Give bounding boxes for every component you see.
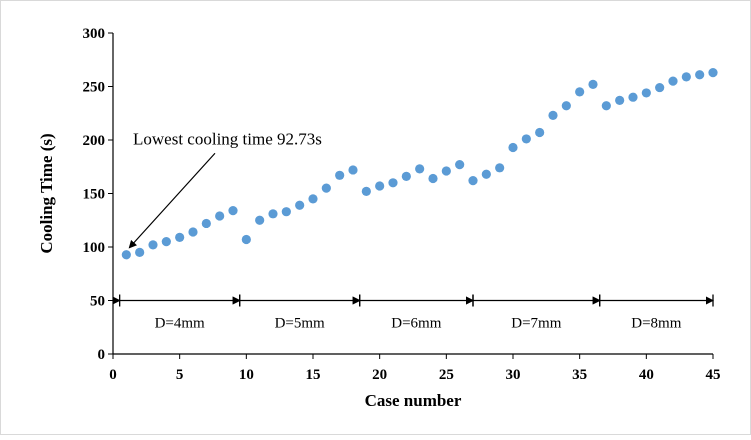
x-tick-label: 15 <box>306 367 321 383</box>
data-points <box>121 67 718 260</box>
data-point <box>375 181 385 191</box>
group-label: D=8mm <box>631 316 681 332</box>
group-brackets: D=4mm D=5mm D=6mm D=7mm D=8mm <box>112 294 714 332</box>
data-point <box>575 87 585 97</box>
data-point <box>268 209 278 219</box>
data-point <box>161 237 171 247</box>
data-point <box>175 232 185 242</box>
data-point <box>641 88 651 98</box>
data-point <box>508 142 518 153</box>
data-point <box>455 160 465 170</box>
data-point <box>441 166 451 176</box>
data-point <box>308 194 318 204</box>
data-point <box>521 134 531 144</box>
data-point <box>588 79 598 89</box>
data-point <box>668 76 678 86</box>
data-point <box>188 227 198 237</box>
x-tick-label: 30 <box>506 367 521 383</box>
data-point <box>535 127 545 138</box>
data-point <box>601 101 611 111</box>
y-tick-label: 200 <box>83 133 106 149</box>
data-point <box>361 186 371 196</box>
x-tick-label: 5 <box>176 367 184 383</box>
data-point <box>548 110 558 120</box>
y-tick-label: 150 <box>83 187 106 203</box>
y-tick-label: 300 <box>83 26 106 42</box>
x-tick-label: 35 <box>572 367 587 383</box>
data-point <box>695 70 705 80</box>
data-point <box>121 250 131 260</box>
data-point <box>415 164 425 174</box>
data-point <box>428 173 438 184</box>
y-tick-label: 100 <box>83 240 106 256</box>
data-point <box>561 101 571 111</box>
annotation-text: Lowest cooling time 92.73s <box>133 129 322 148</box>
y-tick-label: 50 <box>90 294 105 310</box>
data-point <box>201 218 211 229</box>
data-point <box>295 200 305 210</box>
x-axis-title: Case number <box>365 391 462 410</box>
data-point <box>615 95 625 106</box>
data-point <box>281 207 291 217</box>
x-tick-label: 40 <box>639 367 654 383</box>
x-tick-label: 10 <box>239 367 254 383</box>
group-label: D=6mm <box>391 316 441 332</box>
data-point <box>135 247 145 257</box>
x-tick-label: 45 <box>706 367 721 383</box>
data-point <box>148 240 158 250</box>
data-point <box>321 183 331 193</box>
data-point <box>348 165 358 175</box>
data-point <box>335 170 345 180</box>
data-point <box>495 163 505 173</box>
data-point <box>388 178 398 188</box>
data-point <box>241 234 251 245</box>
data-point <box>468 176 478 186</box>
y-tick-label: 250 <box>83 80 106 96</box>
group-label: D=7mm <box>511 316 561 332</box>
group-label: D=5mm <box>275 316 325 332</box>
data-point <box>681 72 691 82</box>
x-tick-label: 25 <box>439 367 454 383</box>
data-point <box>628 92 638 102</box>
annotation-arrow <box>128 152 216 249</box>
data-point <box>401 171 411 181</box>
group-label: D=4mm <box>155 316 205 332</box>
x-tick-label: 0 <box>109 367 117 383</box>
x-tick-label: 20 <box>372 367 387 383</box>
annotations: Lowest cooling time 92.73s <box>128 129 322 249</box>
y-tick-label: 0 <box>98 347 106 363</box>
data-point <box>708 67 718 78</box>
data-point <box>228 206 238 216</box>
data-point <box>255 215 265 225</box>
data-point <box>215 211 225 221</box>
data-point <box>655 82 665 93</box>
data-point <box>481 169 491 179</box>
y-axis-title: Cooling Time (s) <box>37 133 56 253</box>
